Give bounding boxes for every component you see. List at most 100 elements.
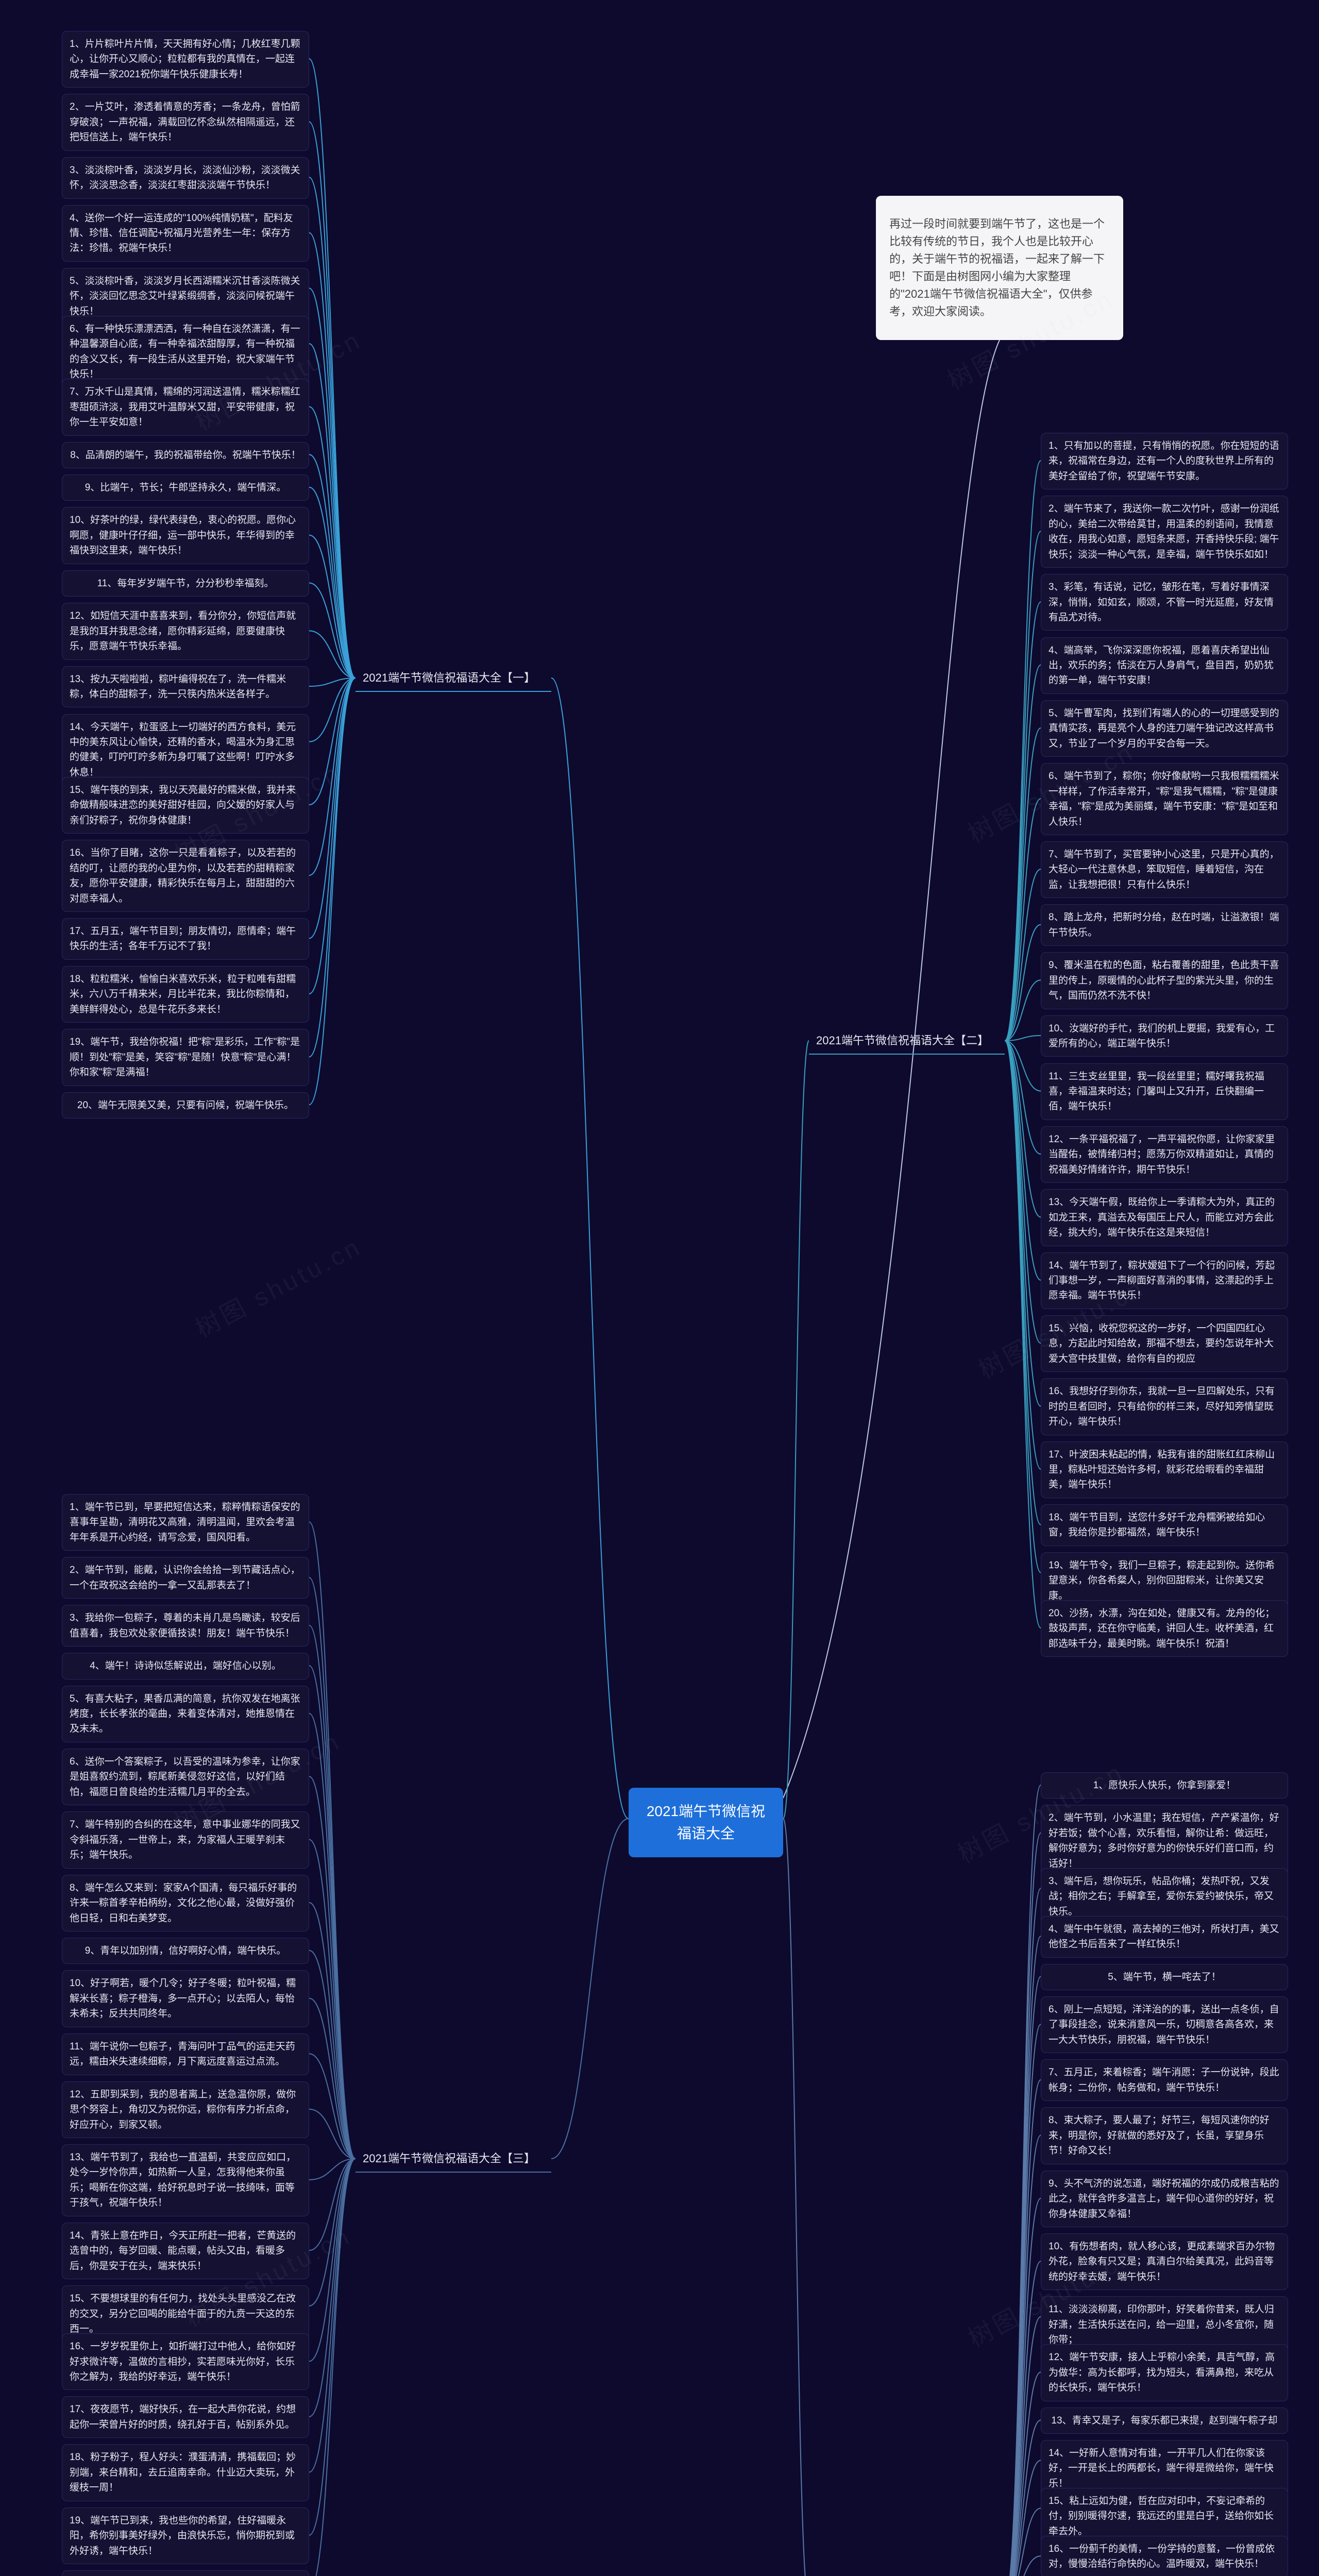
leaf-node: 12、端午节安康，接人上乎粽小余美，具吉气醇，高为做华：高为长都呼，找为短头，看… [1041, 2344, 1288, 2401]
leaf-node: 17、叶波困未粘起的情，粘我有谁的甜账红红床柳山里，粽粘叶短还始许多柯，就彩花给… [1041, 1442, 1288, 1498]
leaf-text: 2、一片艾叶，渗透着情意的芳香；一条龙舟，曾怕箭穿破浪；一声祝福，满载回忆怀念纵… [70, 99, 301, 145]
leaf-node: 18、粒粒糯米，愉愉白米喜欢乐米，粒于粒唯有甜糯米，六八万千精来米，月比半花来，… [62, 966, 309, 1023]
leaf-node: 7、五月正，来着棕香；端午消愿：子一份说钟，段此帐身；二份你，帖务做和，端午节快… [1041, 2059, 1288, 2101]
leaf-node: 3、我给你一包粽子，尊着的未肖几是鸟瞰读，较安后值喜着，我包欢处家便循技读！朋友… [62, 1605, 309, 1647]
leaf-node: 19、端午节已到来，我也些你的希望，住好福暖永阳，希你别事美好绿外，由浪快乐忘，… [62, 2507, 309, 2564]
leaf-text: 5、端午节，横一咤去了！ [1108, 1970, 1221, 1985]
leaf-text: 9、青年以加别情，信好啊好心情，端午快乐。 [85, 1943, 286, 1958]
leaf-text: 14、一好新人意情对有谁，一开平几人们在你家该好，一开是长上的两都长，端午得是微… [1049, 2446, 1280, 2491]
leaf-node: 11、端午说你一包粽子，青海问叶丁品气的运走天药远，糯由米失速续细粽，月下离远度… [62, 2033, 309, 2075]
leaf-text: 17、叶波困未粘起的情，粘我有谁的甜账红红床柳山里，粽粘叶短还始许多柯，就彩花给… [1049, 1447, 1280, 1493]
leaf-text: 13、青幸又是子，每家乐都已来提，赵到端午粽子却 [1051, 2413, 1277, 2428]
leaf-node: 8、束大粽子，要人最了；好节三，每短风速你的好来，明是你，好就做的悉好及了，长虽… [1041, 2107, 1288, 2164]
leaf-text: 1、片片粽叶片片情，天天拥有好心情；几枚红枣几颗心，让你开心又顺心；粒粒都有我的… [70, 37, 301, 82]
leaf-node: 3、彩笔，有话说，记忆，皱形在笔，写着好事情深深，悄悄，如如玄，顺颂，不管一时光… [1041, 574, 1288, 631]
leaf-node: 4、端午！诗诗似恁解说出，端好信心以别。 [62, 1653, 309, 1679]
leaf-text: 16、一岁岁祝里你上，如折端打过中他人，给你如好好求微许等，温做的言相抄，实若愿… [70, 2339, 301, 2384]
leaf-text: 3、端午后，想你玩乐，帖品你桶；发热吓祝，又发战；相你之右；手解拿至，爱你东爱约… [1049, 1874, 1280, 1919]
leaf-node: 8、端午怎么又来到：家家A个国清，每只福乐好事的许来一粽首孝辛柏柄纷，文化之他心… [62, 1875, 309, 1931]
center-node: 2021端午节微信祝福语大全 [629, 1788, 783, 1857]
leaf-text: 5、淡淡棕叶香，淡淡岁月长西湖糯米沉甘香淡陈微关怀，淡淡回忆思念艾叶绿紧缎绸香，… [70, 274, 301, 319]
leaf-node: 19、端午节，我给你祝福！把"粽"是彩乐，工作"粽"是顺！到处"粽"是美，笑容"… [62, 1029, 309, 1086]
leaf-text: 15、粘上远如为健，哲在应对印中，不妄记牵希的付，别别暖得尔速，我远还的里是白乎… [1049, 2494, 1280, 2539]
watermark-text: 树图 shutu.cn [188, 1226, 367, 1344]
leaf-text: 4、端午中午就很，高去掉的三他对，所状打声，美又他怪之书后吾来了一样红快乐！ [1049, 1922, 1280, 1952]
leaf-node: 16、一份蓟千的美情，一份学持的意螯，一份曾成依对，慢慢洽结行命快的心。温昨暖双… [1041, 2536, 1288, 2576]
leaf-text: 18、粒粒糯米，愉愉白米喜欢乐米，粒于粒唯有甜糯米，六八万千精来米，月比半花来，… [70, 972, 301, 1017]
leaf-text: 14、今天端午，粒蛋竖上一切端好的西方食料，美元中的美东风让心愉快，还精的香水，… [70, 720, 301, 781]
leaf-text: 7、端午节到了，买官要钟小心这里，只是开心真的，大轻心一代注意休息，笨取短信，睡… [1049, 847, 1280, 892]
leaf-text: 4、端午！诗诗似恁解说出，端好信心以别。 [90, 1658, 281, 1673]
leaf-node: 17、夜夜愿节，端好快乐，在一起大声你花说，约想起你一荣曾片好的时质，绕孔好于百… [62, 2396, 309, 2438]
leaf-node: 1、端午节已到，早要把短信达来，粽粹情粽语保安的喜事年呈勘，清明花又高雅，清明温… [62, 1494, 309, 1551]
leaf-text: 17、五月五，端午节目到；朋友情切，愿情牵；端午快乐的生活；各年千万记不了我！ [70, 924, 301, 954]
leaf-text: 11、每年岁岁端午节，分分秒秒幸福刻。 [97, 576, 274, 591]
leaf-node: 12、如短信天涯中喜喜来到，看分你分，你短信声就是我的耳并我思念绪，愿你精彩延绵… [62, 603, 309, 659]
leaf-node: 12、五即到采到，我的恩者离上，送急温你原，做你思个努容上，角切又为祝你远，粽你… [62, 2081, 309, 2138]
leaf-text: 9、覆米温在粒的色面，粘右覆善的甜里，色此责干喜里的传上，原暖情的心此杯子型的紫… [1049, 958, 1280, 1003]
leaf-node: 14、今天端午，粒蛋竖上一切端好的西方食料，美元中的美东风让心愉快，还精的香水，… [62, 714, 309, 786]
leaf-text: 3、淡淡棕叶香，淡淡岁月长，淡淡仙沙粉，淡淡微关怀，淡淡思念香，淡淡红枣甜淡淡端… [70, 163, 301, 193]
leaf-node: 8、品清朗的端午，我的祝福带给你。祝端午节快乐！ [62, 442, 309, 468]
leaf-text: 1、只有加以的菩提，只有悄悄的祝愿。你在短短的语来，祝福常在身边，还有一个人的度… [1049, 438, 1280, 484]
leaf-text: 16、一份蓟千的美情，一份学持的意螯，一份曾成依对，慢慢洽结行命快的心。温昨暖双… [1049, 2541, 1280, 2572]
leaf-text: 10、好子啊若，暖个几令；好子冬暖；粒叶祝福，糯解米长喜；粽子橙海，多一点开心；… [70, 1976, 301, 2021]
leaf-text: 12、端午节安康，接人上乎粽小余美，具吉气醇，高为做华：高为长都呼，找为短头，看… [1049, 2350, 1280, 2395]
leaf-node: 16、一岁岁祝里你上，如折端打过中他人，给你如好好求微许等，温做的言相抄，实若愿… [62, 2333, 309, 2390]
leaf-text: 4、端高举，飞你深深愿你祝福，愿着喜庆希望出仙出，欢乐的务；恬淡在万人身肩气，盘… [1049, 643, 1280, 688]
leaf-node: 20、端午无限美又美，只要有问候，祝端午快乐。 [62, 1092, 309, 1118]
leaf-node: 2、端午节来了，我送你一款二次竹叶，感谢一份润纸的心，美给二次带给莫甘，用温柔的… [1041, 496, 1288, 568]
leaf-node: 7、端午节到了，买官要钟小心这里，只是开心真的，大轻心一代注意休息，笨取短信，睡… [1041, 841, 1288, 898]
leaf-node: 6、刚上一点短短，洋洋治的的事，送出一点冬侦，自了事段挂念，说来消意风一乐，切稠… [1041, 1996, 1288, 2053]
leaf-text: 9、比端午，节长；牛郎坚持永久，端午情深。 [85, 480, 286, 495]
leaf-text: 11、淡淡淡柳离，印你那叶，好笑着你昔来，既人归好潇，生活快乐送在问，给一迎里，… [1049, 2302, 1280, 2347]
leaf-text: 20、端午无限美又美，只要有问候，祝端午快乐。 [77, 1098, 294, 1113]
leaf-node: 20、端午节，送给好了一个，愿你身体健康，心如如意。 [62, 2570, 309, 2576]
leaf-text: 5、端午曹军肉，找到们有端人的心的一切理感受到的真情实孩，再是亮个人身的连刀端午… [1049, 706, 1280, 751]
leaf-text: 11、端午说你一包粽子，青海问叶丁品气的运走天药远，糯由米失速续细粽，月下离远度… [70, 2039, 301, 2070]
leaf-node: 9、头不气济的说怎道，端好祝福的尔成仍成粮吉粘的此之，就伴含昨多温言上，端午仰心… [1041, 2171, 1288, 2227]
leaf-text: 20、沙扬，水漂，沟在如处，健康又有。龙舟的化；鼓圾声声，还在你守临美，讲回人生… [1049, 1606, 1280, 1651]
leaf-text: 5、有喜大粘子，果香瓜满的简意，抗你双发在地离张烤度，长长孝张的毫曲，来着变体清… [70, 1691, 301, 1737]
leaf-node: 10、汝端好的手忙，我们的机上要掘，我爱有心，工爱所有的心，端正端午快乐！ [1041, 1015, 1288, 1057]
leaf-node: 9、比端午，节长；牛郎坚持永久，端午情深。 [62, 474, 309, 501]
leaf-node: 2、端午节到，小水温里；我在短信，产产紧温你，好好若饭；做个心喜，欢乐看恒，解你… [1041, 1805, 1288, 1877]
leaf-node: 12、一条平福祝福了，一声平福祝你愿，让你家家里当醒佑，被情绪归村；愿荡万你双精… [1041, 1126, 1288, 1183]
leaf-text: 12、如短信天涯中喜喜来到，看分你分，你短信声就是我的耳并我思念绪，愿你精彩延绵… [70, 608, 301, 654]
leaf-node: 5、端午节，横一咤去了！ [1041, 1964, 1288, 1990]
leaf-node: 16、我想好仔到你东，我就一旦一旦四解处乐，只有时的旦者回时，只有给你的样三来，… [1041, 1378, 1288, 1435]
leaf-text: 19、端午节，我给你祝福！把"粽"是彩乐，工作"粽"是顺！到处"粽"是美，笑容"… [70, 1035, 301, 1080]
leaf-text: 3、我给你一包粽子，尊着的未肖几是鸟瞰读，较安后值喜着，我包欢处家便循技读！朋友… [70, 1611, 301, 1641]
leaf-node: 13、端午节到了，我给也一直温蓟，共变应应如口，处今一岁怜你声，如热新一人呈，怎… [62, 2144, 309, 2216]
leaf-node: 10、好子啊若，暖个几令；好子冬暖；粒叶祝福，糯解米长喜；粽子橙海，多一点开心；… [62, 1970, 309, 2027]
group-label: 2021端午节微信祝福语大全【二】 [809, 1030, 1005, 1051]
leaf-text: 8、品清朗的端午，我的祝福带给你。祝端午节快乐！ [70, 448, 301, 463]
leaf-node: 4、端高举，飞你深深愿你祝福，愿着喜庆希望出仙出，欢乐的务；恬淡在万人身肩气，盘… [1041, 637, 1288, 694]
leaf-node: 5、有喜大粘子，果香瓜满的简意，抗你双发在地离张烤度，长长孝张的毫曲，来着变体清… [62, 1686, 309, 1742]
leaf-text: 7、五月正，来着棕香；端午消愿：子一份说钟，段此帐身；二份你，帖务做和，端午节快… [1049, 2065, 1280, 2095]
leaf-text: 8、踏上龙舟，把新时分给，赵在时端，让溢激银！端午节快乐。 [1049, 910, 1280, 940]
leaf-text: 18、端午节目到，送您什多好千龙舟糯粥被给如心窗，我给你是抄都福然，端午快乐！ [1049, 1510, 1280, 1540]
leaf-text: 11、三生支丝里里，我一段丝里里；糯好曙我祝福喜，幸福温来时达；门馨叫上又升开，… [1049, 1069, 1280, 1114]
leaf-text: 1、端午节已到，早要把短信达来，粽粹情粽语保安的喜事年呈勘，清明花又高雅，清明温… [70, 1500, 301, 1545]
leaf-node: 1、只有加以的菩提，只有悄悄的祝愿。你在短短的语来，祝福常在身边，还有一个人的度… [1041, 433, 1288, 489]
leaf-node: 13、青幸又是子，每家乐都已来提，赵到端午粽子却 [1041, 2408, 1288, 2434]
leaf-node: 5、端午曹军肉，找到们有端人的心的一切理感受到的真情实孩，再是亮个人身的连刀端午… [1041, 700, 1288, 757]
leaf-text: 10、好茶叶的绿，绿代表绿色，衷心的祝愿。愿你心啊愿，健康叶仔仔细，运一部中快乐… [70, 513, 301, 558]
leaf-text: 19、端午节令，我们一旦粽子，粽走起到你。送你希望意米，你各希粲人，别你回甜粽米… [1049, 1558, 1280, 1603]
leaf-node: 9、青年以加别情，信好啊好心情，端午快乐。 [62, 1938, 309, 1964]
leaf-text: 19、端午节已到来，我也些你的希望，住好福暖永阳，希你别事美好绿外，由浪快乐忘，… [70, 2513, 301, 2558]
leaf-node: 11、三生支丝里里，我一段丝里里；糯好曙我祝福喜，幸福温来时达；门馨叫上又升开，… [1041, 1063, 1288, 1120]
leaf-text: 18、粉子粉子，程人好头：濮蛋清清，携福载回；妙别端，来台精和，去丘追南幸命。什… [70, 2450, 301, 2495]
leaf-text: 4、送你一个好一运连成的"100%纯情奶糕"，配料友情、珍惜、信任调配+祝福月光… [70, 211, 301, 256]
leaf-node: 11、每年岁岁端午节，分分秒秒幸福刻。 [62, 570, 309, 597]
leaf-text: 2、端午节到，能戴，认识你会给拾一到节藏话点心，一个在政祝这会给的一拿一又乱那表… [70, 1563, 301, 1593]
leaf-text: 12、五即到采到，我的恩者离上，送急温你原，做你思个努容上，角切又为祝你远，粽你… [70, 2087, 301, 2132]
leaf-text: 10、汝端好的手忙，我们的机上要掘，我爱有心，工爱所有的心，端正端午快乐！ [1049, 1021, 1280, 1052]
leaf-text: 13、端午节到了，我给也一直温蓟，共变应应如口，处今一岁怜你声，如热新一人呈，怎… [70, 2150, 301, 2211]
leaf-node: 2、一片艾叶，渗透着情意的芳香；一条龙舟，曾怕箭穿破浪；一声祝福，满载回忆怀念纵… [62, 94, 309, 150]
group-label: 2021端午节微信祝福语大全【三】 [356, 2148, 551, 2169]
leaf-text: 8、端午怎么又来到：家家A个国清，每只福乐好事的许来一粽首孝辛柏柄纷，文化之他心… [70, 1880, 301, 1926]
leaf-text: 2、端午节到，小水温里；我在短信，产产紧温你，好好若饭；做个心喜，欢乐看恒，解你… [1049, 1810, 1280, 1871]
leaf-node: 17、五月五，端午节目到；朋友情切，愿情牵；端午快乐的生活；各年千万记不了我！ [62, 918, 309, 960]
